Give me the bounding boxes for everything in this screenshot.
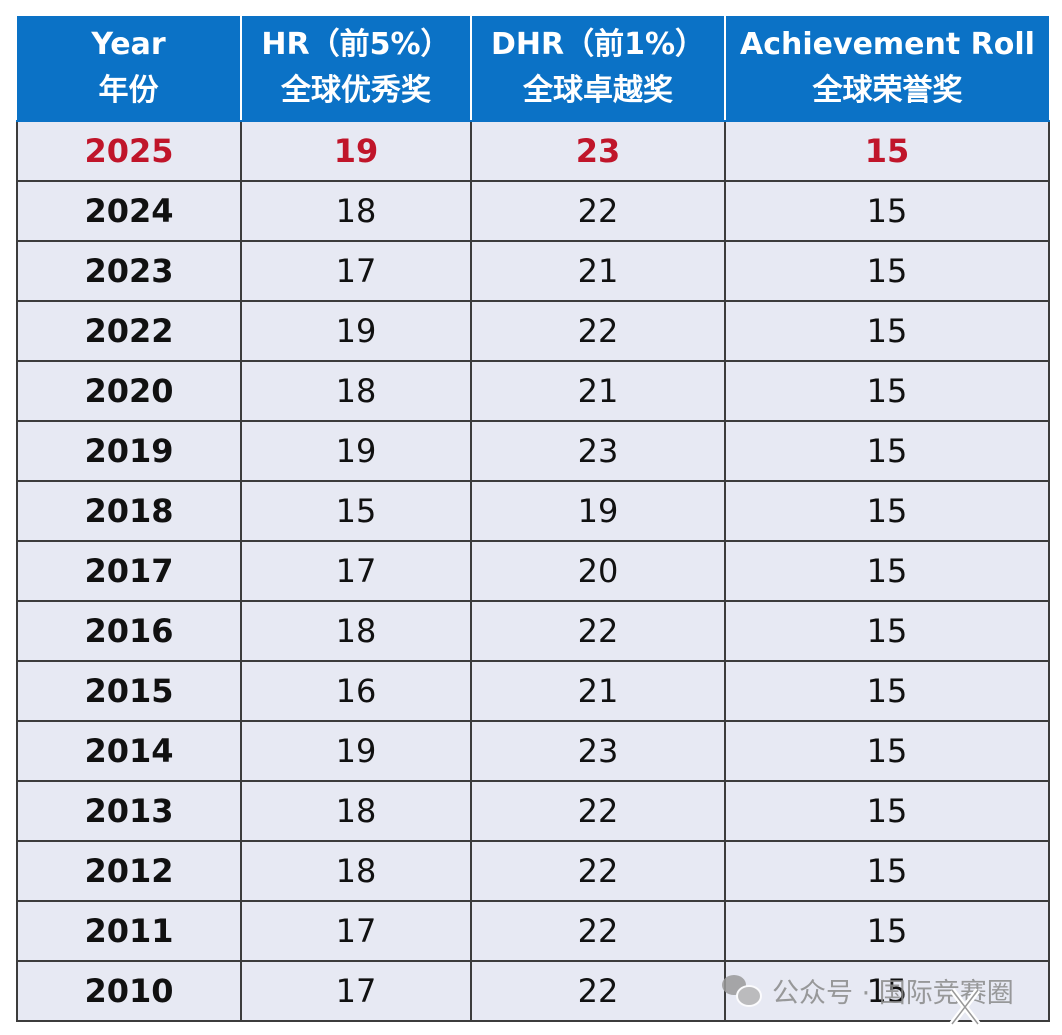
table-row: 2014 19 23 15 <box>16 721 1050 782</box>
award-cutoff-table: Year 年份 HR（前5%） 全球优秀奖 DHR（前1%） 全球卓越奖 Ach… <box>16 16 1050 1022</box>
table-row: 2015 16 21 15 <box>16 661 1050 722</box>
cell-hr: 19 <box>241 301 472 362</box>
cell-achievement-roll: 15 <box>725 301 1050 362</box>
cell-dhr: 21 <box>471 361 726 422</box>
table-row: 2019 19 23 15 <box>16 421 1050 482</box>
cell-achievement-roll: 15 <box>725 601 1050 662</box>
header-ar-en: Achievement Roll <box>740 27 1035 62</box>
cell-achievement-roll: 15 <box>725 721 1050 782</box>
table-row: 2012 18 22 15 <box>16 841 1050 902</box>
cell-achievement-roll: 15 <box>725 421 1050 482</box>
header-year-en: Year <box>91 27 166 62</box>
cell-year: 2018 <box>16 481 242 542</box>
cell-dhr: 22 <box>471 181 726 242</box>
table-row: 2024 18 22 15 <box>16 181 1050 242</box>
cell-achievement-roll: 15 <box>725 361 1050 422</box>
cell-year: 2024 <box>16 181 242 242</box>
cell-achievement-roll: 15 <box>725 841 1050 902</box>
header-ar-zh: 全球荣誉奖 <box>812 73 963 108</box>
award-cutoff-table-container: Year 年份 HR（前5%） 全球优秀奖 DHR（前1%） 全球卓越奖 Ach… <box>16 16 1050 1022</box>
cell-year: 2022 <box>16 301 242 362</box>
cell-dhr: 23 <box>471 121 726 182</box>
cell-achievement-roll: 15 <box>725 901 1050 962</box>
cell-achievement-roll: 15 <box>725 661 1050 722</box>
cell-year: 2010 <box>16 961 242 1022</box>
cell-hr: 19 <box>241 421 472 482</box>
cell-achievement-roll: 15 <box>725 241 1050 302</box>
cell-dhr: 22 <box>471 901 726 962</box>
cell-year: 2013 <box>16 781 242 842</box>
cell-dhr: 20 <box>471 541 726 602</box>
cell-hr: 18 <box>241 601 472 662</box>
cell-hr: 18 <box>241 841 472 902</box>
cell-dhr: 21 <box>471 661 726 722</box>
cell-dhr: 22 <box>471 841 726 902</box>
header-dhr-en: DHR（前1%） <box>490 27 706 62</box>
cell-dhr: 22 <box>471 601 726 662</box>
header-year: Year 年份 <box>17 16 242 122</box>
cell-year: 2017 <box>16 541 242 602</box>
cell-dhr: 22 <box>471 781 726 842</box>
cell-hr: 19 <box>241 121 472 182</box>
cell-year: 2020 <box>16 361 242 422</box>
cell-hr: 18 <box>241 181 472 242</box>
table-row: 2016 18 22 15 <box>16 601 1050 662</box>
cell-year: 2014 <box>16 721 242 782</box>
wechat-icon <box>722 973 762 1007</box>
cell-year: 2015 <box>16 661 242 722</box>
header-hr: HR（前5%） 全球优秀奖 <box>241 16 472 122</box>
cell-achievement-roll: 15 <box>725 181 1050 242</box>
header-dhr: DHR（前1%） 全球卓越奖 <box>471 16 726 122</box>
cell-achievement-roll: 15 <box>725 541 1050 602</box>
cell-year: 2016 <box>16 601 242 662</box>
cell-year: 2012 <box>16 841 242 902</box>
header-achievement-roll: Achievement Roll 全球荣誉奖 <box>725 16 1049 122</box>
header-dhr-zh: 全球卓越奖 <box>523 73 673 108</box>
cell-achievement-roll: 15 <box>725 121 1050 182</box>
cell-achievement-roll: 15 <box>725 961 1050 1022</box>
header-year-zh: 年份 <box>98 73 159 108</box>
cell-dhr: 21 <box>471 241 726 302</box>
cell-dhr: 23 <box>471 721 726 782</box>
table-row: 2022 19 22 15 <box>16 301 1050 362</box>
header-row: Year 年份 HR（前5%） 全球优秀奖 DHR（前1%） 全球卓越奖 Ach… <box>17 16 1049 122</box>
table-row: 2013 18 22 15 <box>16 781 1050 842</box>
cell-year: 2025 <box>16 121 242 182</box>
cell-achievement-roll: 15 <box>725 781 1050 842</box>
cell-dhr: 22 <box>471 961 726 1022</box>
cell-hr: 18 <box>241 781 472 842</box>
table-row: 2018 15 19 15 <box>16 481 1050 542</box>
cell-dhr: 22 <box>471 301 726 362</box>
table-row: 2017 17 20 15 <box>16 541 1050 602</box>
cell-dhr: 23 <box>471 421 726 482</box>
corner-logo-mark <box>948 984 1058 1030</box>
cell-hr: 17 <box>241 901 472 962</box>
cell-hr: 17 <box>241 541 472 602</box>
cell-hr: 15 <box>241 481 472 542</box>
table-row: 2023 17 21 15 <box>16 241 1050 302</box>
table-body: 2025 19 23 15 2024 18 22 15 2023 17 21 15 2022 19 22 15… <box>16 121 1050 1022</box>
cell-hr: 17 <box>241 241 472 302</box>
header-hr-zh: 全球优秀奖 <box>281 73 431 108</box>
cell-hr: 19 <box>241 721 472 782</box>
cell-year: 2019 <box>16 421 242 482</box>
table-header: Year 年份 HR（前5%） 全球优秀奖 DHR（前1%） 全球卓越奖 Ach… <box>17 16 1049 122</box>
cell-hr: 18 <box>241 361 472 422</box>
cell-hr: 17 <box>241 961 472 1022</box>
table-row: 2020 18 21 15 <box>16 361 1050 422</box>
cell-achievement-roll: 15 <box>725 481 1050 542</box>
table-row: 2025 19 23 15 <box>16 121 1050 182</box>
cell-year: 2023 <box>16 241 242 302</box>
header-hr-en: HR（前5%） <box>261 27 451 62</box>
cell-hr: 16 <box>241 661 472 722</box>
cell-dhr: 19 <box>471 481 726 542</box>
table-row: 2011 17 22 15 <box>16 901 1050 962</box>
cell-year: 2011 <box>16 901 242 962</box>
corner-logo-icon <box>949 988 981 1026</box>
